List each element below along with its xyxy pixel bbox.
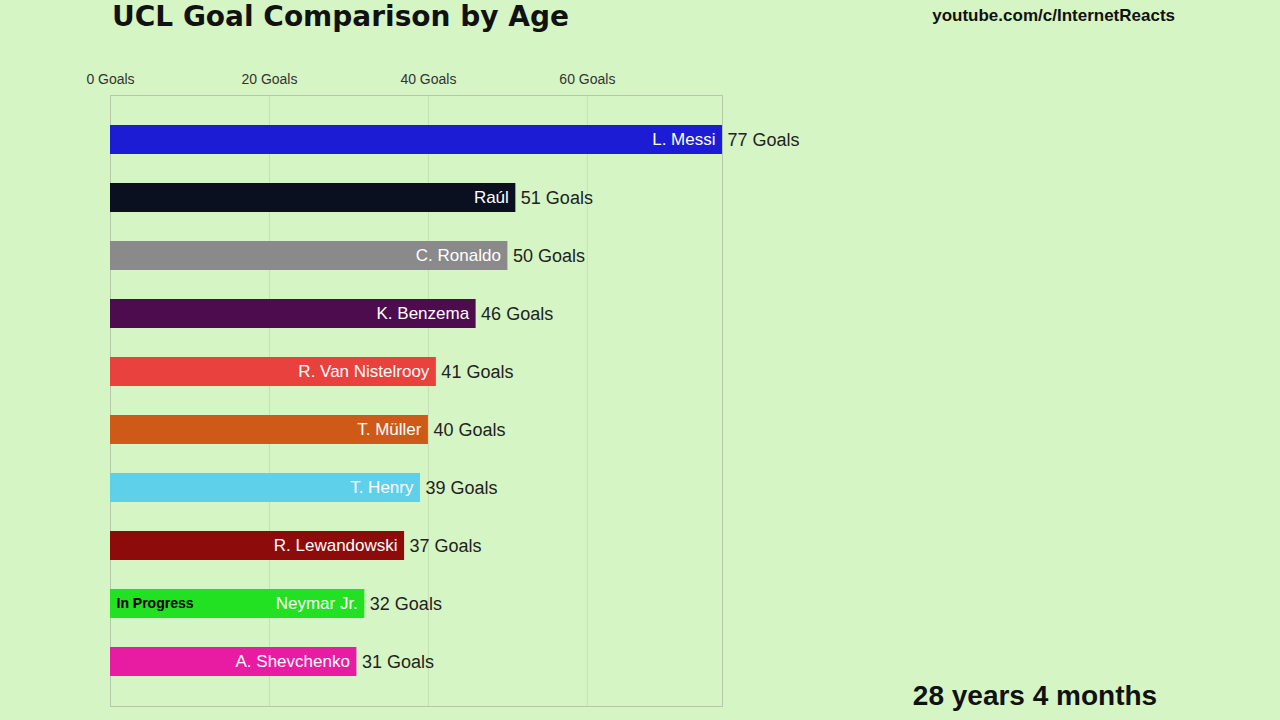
svg-text:C. Ronaldo: C. Ronaldo [416, 246, 501, 265]
svg-text:Neymar Jr.: Neymar Jr. [276, 594, 358, 613]
svg-text:T. Müller: T. Müller [357, 420, 422, 439]
svg-text:32 Goals: 32 Goals [370, 594, 442, 614]
svg-text:40 Goals: 40 Goals [433, 420, 505, 440]
svg-text:31 Goals: 31 Goals [362, 652, 434, 672]
svg-text:20 Goals: 20 Goals [241, 71, 297, 87]
svg-text:L. Messi: L. Messi [652, 130, 715, 149]
svg-text:41 Goals: 41 Goals [441, 362, 513, 382]
svg-text:51 Goals: 51 Goals [521, 188, 593, 208]
svg-text:46 Goals: 46 Goals [481, 304, 553, 324]
svg-text:K. Benzema: K. Benzema [377, 304, 470, 323]
svg-text:60 Goals: 60 Goals [559, 71, 615, 87]
svg-text:37 Goals: 37 Goals [410, 536, 482, 556]
html-text:UCL Goal Comparison by Age: UCL Goal Comparison by Age [112, 0, 569, 33]
svg-text:50 Goals: 50 Goals [513, 246, 585, 266]
svg-text:0 Goals: 0 Goals [86, 71, 134, 87]
svg-text:A. Shevchenko: A. Shevchenko [236, 652, 350, 671]
svg-text:40 Goals: 40 Goals [400, 71, 456, 87]
svg-text:In Progress: In Progress [117, 595, 194, 611]
svg-text:T. Henry: T. Henry [350, 478, 414, 497]
html-text:youtube.com/c/InternetReacts: youtube.com/c/InternetReacts [932, 6, 1175, 25]
svg-text:77 Goals: 77 Goals [728, 130, 800, 150]
svg-text:R. Lewandowski: R. Lewandowski [274, 536, 398, 555]
svg-text:R. Van Nistelrooy: R. Van Nistelrooy [298, 362, 430, 381]
html-text:28 years 4 months: 28 years 4 months [912, 680, 1158, 711]
svg-text:39 Goals: 39 Goals [425, 478, 497, 498]
svg-text:Raúl: Raúl [474, 188, 509, 207]
